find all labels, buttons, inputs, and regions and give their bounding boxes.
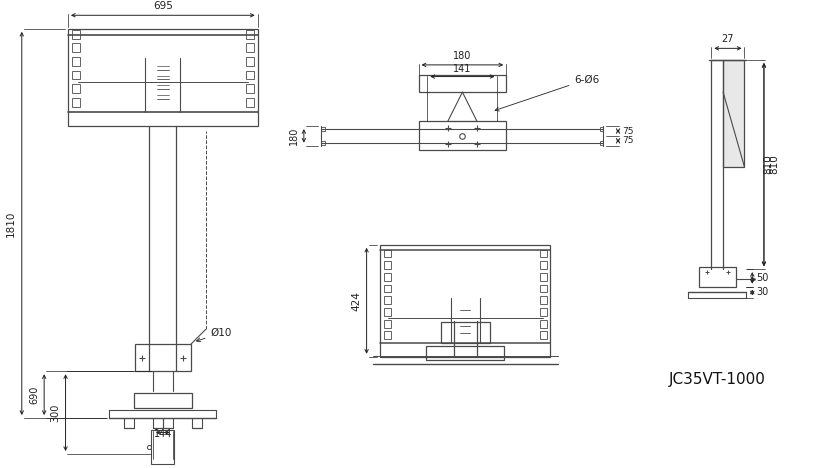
Bar	[539, 250, 547, 257]
Bar	[418, 121, 506, 151]
Text: 810: 810	[769, 155, 779, 175]
Text: 27: 27	[721, 35, 734, 44]
Text: 1810: 1810	[6, 210, 16, 237]
Text: 695: 695	[153, 1, 173, 11]
Text: 75: 75	[622, 136, 634, 145]
Bar	[72, 57, 79, 66]
Bar	[539, 261, 547, 269]
Text: Ø10: Ø10	[196, 328, 232, 342]
Bar	[321, 127, 326, 131]
Bar	[134, 393, 192, 408]
Bar	[384, 285, 391, 292]
Bar	[600, 141, 604, 145]
Bar	[72, 98, 79, 107]
Bar	[539, 273, 547, 281]
Bar	[246, 30, 254, 39]
Bar	[380, 245, 550, 357]
Text: 50: 50	[757, 273, 768, 283]
Text: 424: 424	[352, 291, 362, 311]
Bar	[384, 308, 391, 316]
Bar	[72, 71, 79, 80]
Bar	[539, 308, 547, 316]
Bar	[441, 322, 489, 343]
Bar	[418, 74, 506, 92]
Text: JC35VT-1000: JC35VT-1000	[669, 372, 766, 387]
Text: 690: 690	[29, 386, 39, 404]
Bar	[539, 320, 547, 328]
Bar	[72, 44, 79, 52]
Bar	[134, 344, 191, 371]
Bar	[384, 320, 391, 328]
Bar	[246, 44, 254, 52]
Bar	[384, 273, 391, 281]
Bar	[72, 30, 79, 39]
Text: 300: 300	[51, 403, 61, 422]
Bar	[384, 296, 391, 304]
Text: 810: 810	[764, 155, 774, 175]
Bar	[427, 346, 504, 359]
Bar	[68, 29, 258, 126]
Text: 180: 180	[453, 51, 472, 61]
Text: 6-Ø6: 6-Ø6	[495, 74, 600, 111]
Bar	[539, 296, 547, 304]
Bar	[384, 261, 391, 269]
Bar	[723, 60, 745, 167]
Bar	[321, 141, 326, 145]
Text: 30: 30	[757, 287, 768, 298]
Bar	[600, 127, 604, 131]
Bar	[699, 267, 736, 287]
Bar	[246, 71, 254, 80]
Bar	[72, 84, 79, 93]
Bar	[384, 331, 391, 339]
Text: 75: 75	[622, 126, 634, 136]
Bar	[539, 285, 547, 292]
Text: 141: 141	[453, 64, 472, 73]
Bar	[246, 98, 254, 107]
Bar	[539, 331, 547, 339]
Bar	[246, 84, 254, 93]
Bar	[151, 430, 175, 464]
Bar	[384, 250, 391, 257]
Text: 180: 180	[289, 127, 299, 145]
Text: 144: 144	[154, 429, 172, 439]
Bar	[246, 57, 254, 66]
